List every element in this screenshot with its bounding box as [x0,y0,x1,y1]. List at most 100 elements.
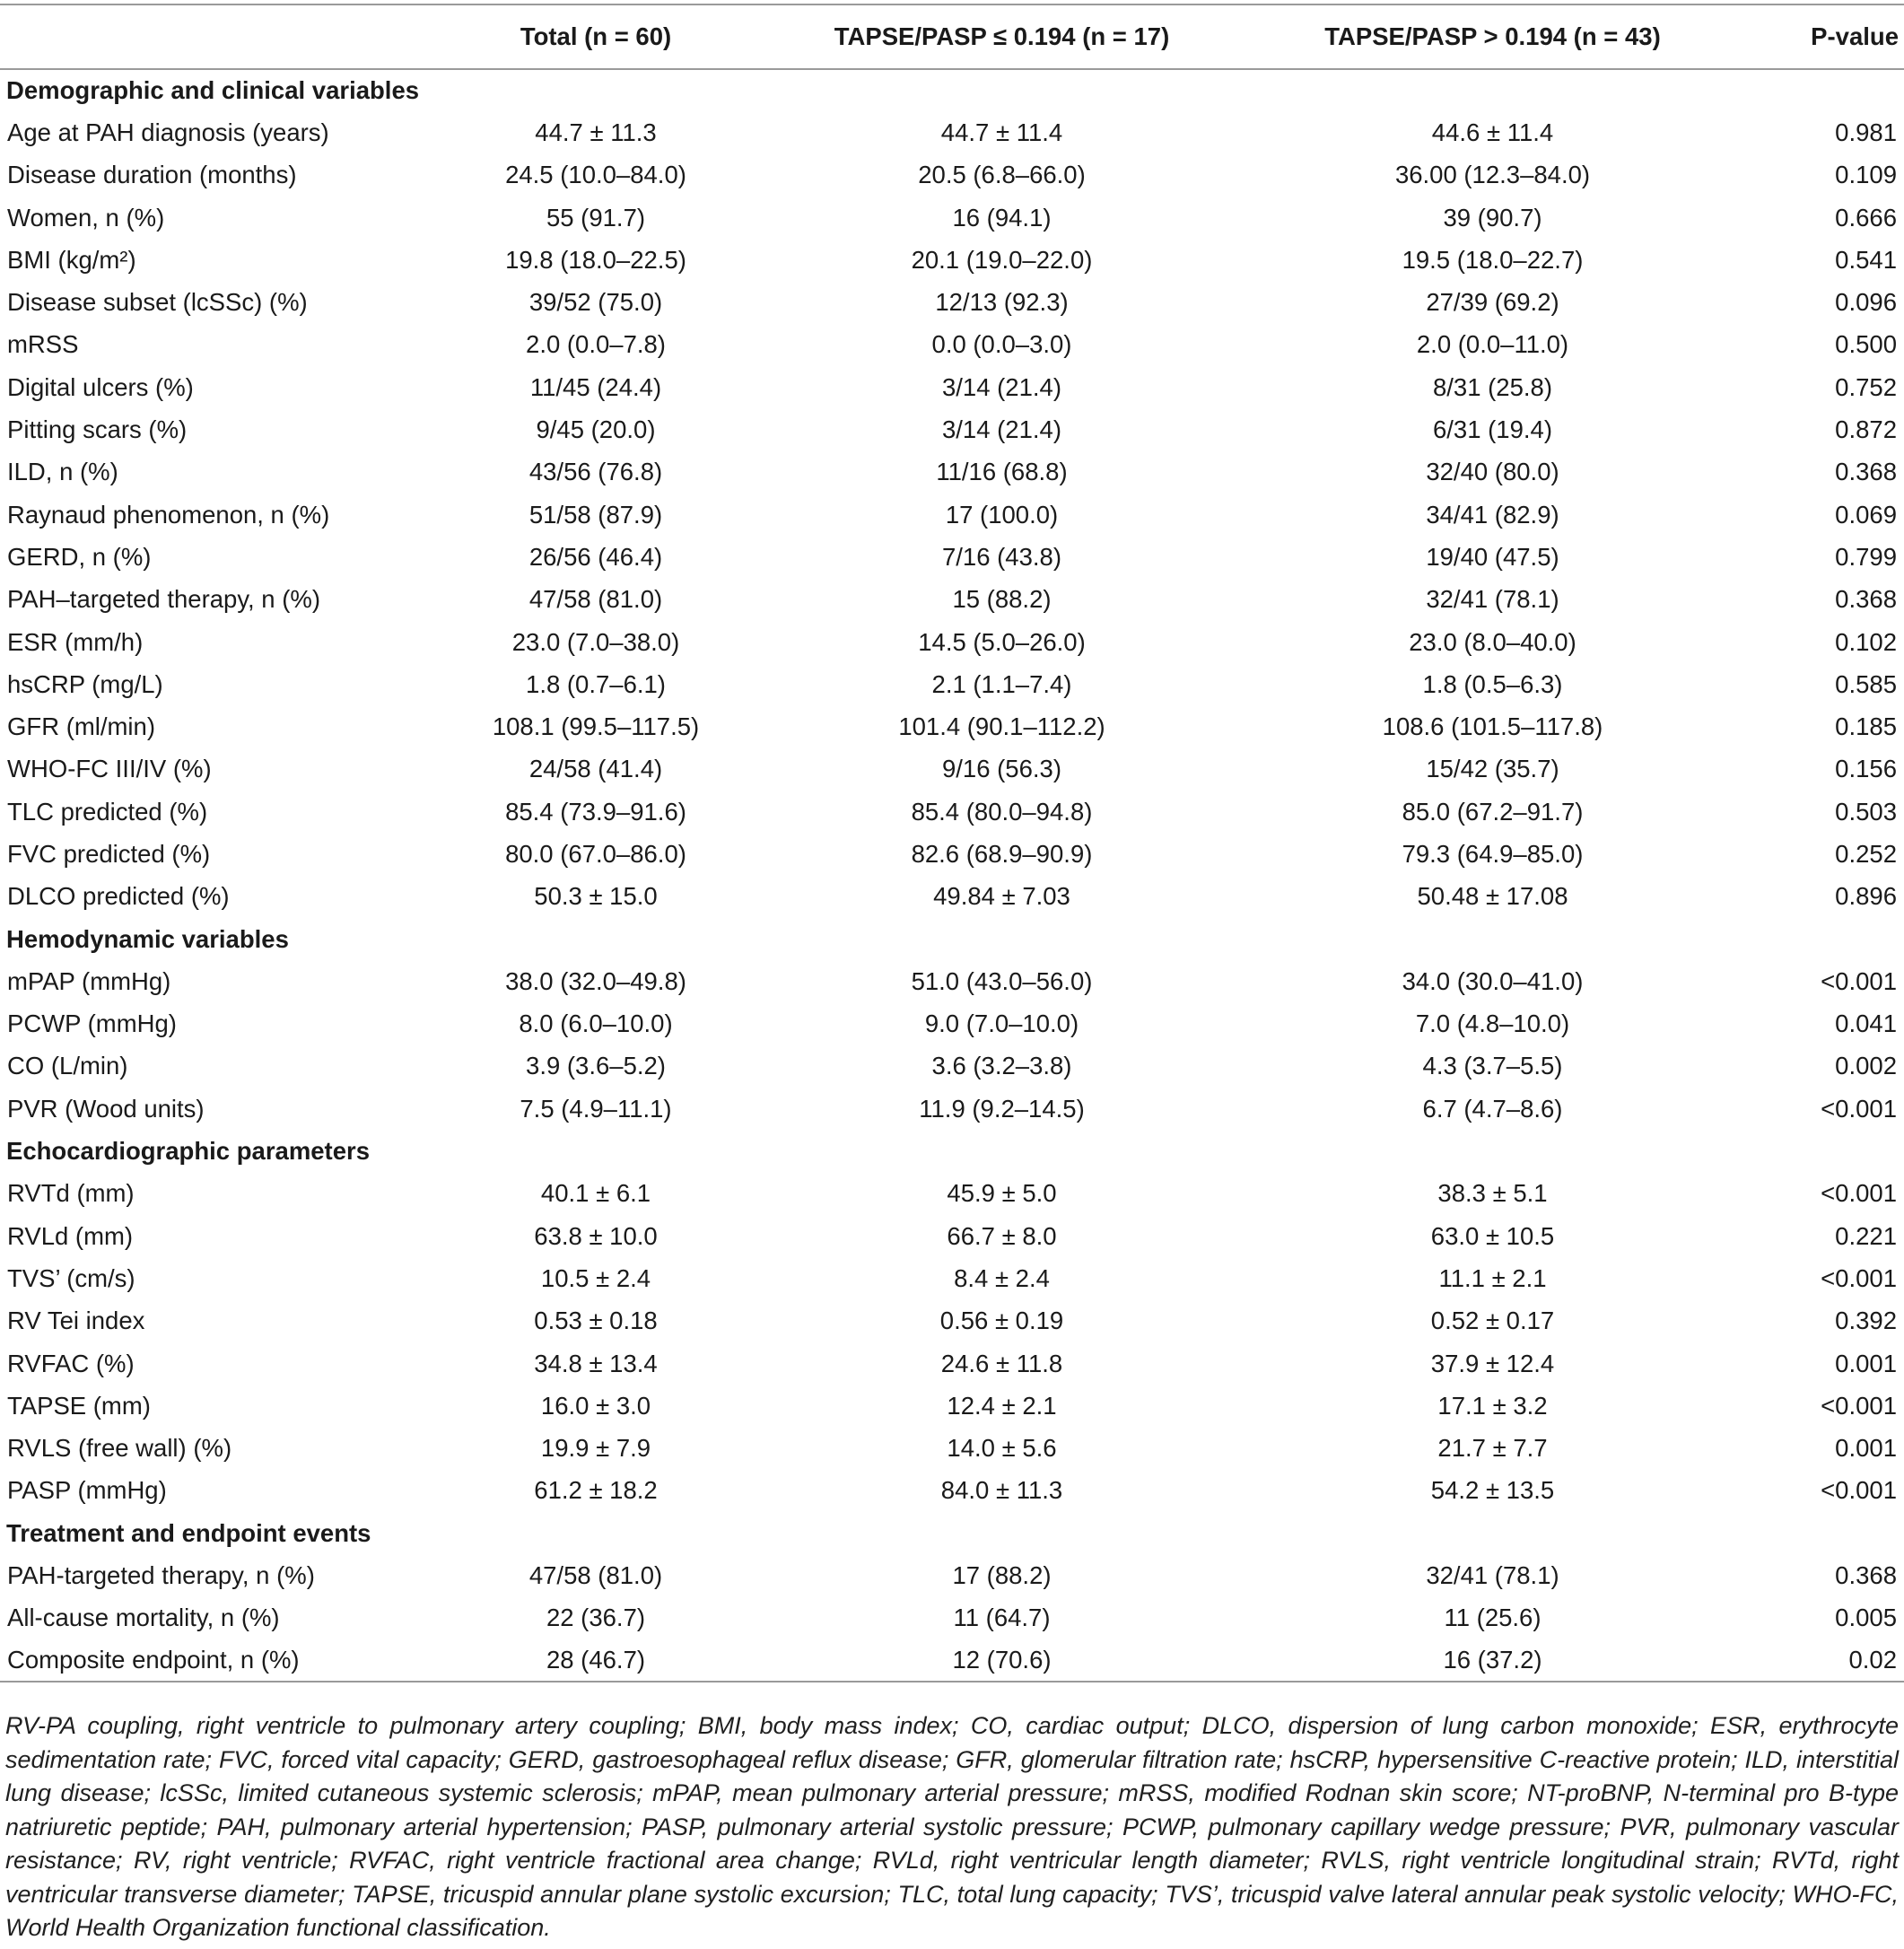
table-row: GFR (ml/min) 108.1 (99.5–117.5) 101.4 (90.… [0,705,1904,747]
cell-low-ratio: 14.0 ± 5.6 [947,1434,1057,1463]
section-title: Echocardiographic parameters [6,1137,371,1166]
cell-high-ratio: 32/41 (78.1) [1426,1561,1559,1590]
row-label: PCWP (mmHg) [7,1009,177,1038]
table-row: BMI (kg/m²) 19.8 (18.0–22.5) 20.1 (19.0–22… [0,239,1904,281]
header-row: Total (n = 60) TAPSE/PASP ≤ 0.194 (n = 1… [0,4,1904,70]
cell-total: 19.9 ± 7.9 [540,1434,651,1463]
cell-total: 39/52 (75.0) [528,288,663,317]
header-high-ratio: TAPSE/PASP > 0.194 (n = 43) [1247,4,1738,70]
cell-total: 16.0 ± 3.0 [540,1391,651,1420]
row-label: Age at PAH diagnosis (years) [7,118,329,146]
row-label: RVTd (mm) [7,1179,135,1208]
cell-low-ratio: 3.6 (3.2–3.8) [931,1052,1072,1080]
row-label: PASP (mmHg) [7,1476,167,1505]
cell-total: 85.4 (73.9–91.6) [505,797,686,826]
table-row: PCWP (mmHg) 8.0 (6.0–10.0) 9.0 (7.0–10.0) 7… [0,1003,1904,1045]
cell-low-ratio: 45.9 ± 5.0 [947,1179,1057,1208]
cell-p-value: 0.001 [1835,1349,1897,1377]
cell-high-ratio: 16 (37.2) [1247,1639,1738,1683]
cell-low-ratio: 101.4 (90.1–112.2) [898,712,1105,741]
cell-low-ratio: 7/16 (43.8) [941,542,1061,571]
table-row: Digital ulcers (%) 11/45 (24.4) 3/14 (21.4… [0,366,1904,408]
cell-high-ratio: 36.00 (12.3–84.0) [1394,161,1591,189]
table-row: Raynaud phenomenon, n (%) 51/58 (87.9) 17 … [0,494,1904,536]
cell-p-value: 0.109 [1835,161,1897,189]
cell-total: 47/58 (81.0) [528,1561,663,1590]
cell-high-ratio: 2.0 (0.0–11.0) [1416,330,1569,359]
cell-p-value: 0.872 [1835,415,1897,444]
cell-total: 44.7 ± 11.3 [535,118,657,146]
table-row: PASP (mmHg) 61.2 ± 18.2 84.0 ± 11.3 54.2 ± … [0,1470,1904,1512]
row-label: Disease subset (lcSSc) (%) [7,288,308,317]
table-row: Women, n (%) 55 (91.7) 16 (94.1) 39 (90.7) 0… [0,197,1904,239]
cell-p-value: 0.585 [1835,669,1897,698]
cell-p-value: 0.541 [1835,245,1897,274]
row-label: CO (L/min) [7,1052,128,1080]
cell-high-ratio: 38.3 ± 5.1 [1437,1179,1548,1208]
cell-high-ratio: 7.0 (4.8–10.0) [1415,1009,1570,1038]
cell-p-value: 0.981 [1835,118,1897,146]
cell-high-ratio: 34.0 (30.0–41.0) [1402,966,1584,995]
row-label: Women, n (%) [7,203,165,232]
row-label: GFR (ml/min) [7,712,155,741]
row-label: TLC predicted (%) [7,797,208,826]
cell-total: 24.5 (10.0–84.0) [505,161,686,189]
cell-p-value: <0.001 [1821,1391,1897,1420]
cell-low-ratio: 85.4 (80.0–94.8) [911,797,1093,826]
table-row: Age at PAH diagnosis (years) 44.7 ± 11.3 4… [0,111,1904,153]
cell-total: 80.0 (67.0–86.0) [505,839,686,868]
header-low-ratio: TAPSE/PASP ≤ 0.194 (n = 17) [756,4,1247,70]
cell-low-ratio: 17 (88.2) [952,1561,1052,1590]
row-label: RVLd (mm) [7,1221,134,1250]
cell-total: 9/45 (20.0) [536,415,656,444]
cell-high-ratio: 15/42 (35.7) [1426,755,1559,783]
cell-p-value: 0.799 [1835,542,1897,571]
cell-high-ratio: 21.7 ± 7.7 [1437,1434,1548,1463]
cell-high-ratio: 1.8 (0.5–6.3) [1422,669,1563,698]
row-label: TVS’ (cm/s) [7,1263,135,1292]
table-row: ESR (mm/h) 23.0 (7.0–38.0) 14.5 (5.0–26.0)… [0,621,1904,663]
cell-low-ratio: 3/14 (21.4) [941,372,1061,401]
cell-low-ratio: 3/14 (21.4) [941,415,1061,444]
row-label: Digital ulcers (%) [7,372,194,401]
cell-low-ratio: 51.0 (43.0–56.0) [911,966,1093,995]
cell-p-value: 0.368 [1835,458,1897,486]
cell-p-value: <0.001 [1821,1476,1897,1505]
table-row: hsCRP (mg/L) 1.8 (0.7–6.1) 2.1 (1.1–7.4) 1.… [0,663,1904,705]
cell-high-ratio: 34/41 (82.9) [1426,500,1559,529]
cell-high-ratio: 85.0 (67.2–91.7) [1402,797,1584,826]
row-label: hsCRP (mg/L) [7,669,163,698]
row-label: Composite endpoint, n (%) [0,1639,435,1683]
cell-low-ratio: 2.1 (1.1–7.4) [931,669,1072,698]
row-label: mRSS [7,330,79,359]
cell-low-ratio: 16 (94.1) [952,203,1052,232]
cell-p-value: <0.001 [1821,1094,1897,1123]
cell-total: 28 (46.7) [435,1639,756,1683]
cell-high-ratio: 4.3 (3.7–5.5) [1422,1052,1563,1080]
cell-total: 40.1 ± 6.1 [540,1179,651,1208]
cell-high-ratio: 32/40 (80.0) [1426,458,1559,486]
cell-high-ratio: 79.3 (64.9–85.0) [1402,839,1584,868]
cell-p-value: 0.752 [1835,372,1897,401]
cell-total: 23.0 (7.0–38.0) [511,627,680,656]
cell-p-value: 0.185 [1835,712,1897,741]
row-label: PAH–targeted therapy, n (%) [7,585,321,614]
cell-low-ratio: 44.7 ± 11.4 [940,118,1063,146]
cell-p-value: 0.221 [1835,1221,1897,1250]
cell-p-value: 0.368 [1835,1561,1897,1590]
row-label: WHO-FC III/IV (%) [7,755,212,783]
row-label: Raynaud phenomenon, n (%) [7,500,330,529]
cell-low-ratio: 24.6 ± 11.8 [940,1349,1063,1377]
cell-high-ratio: 11.1 ± 2.1 [1438,1263,1547,1292]
row-label: All-cause mortality, n (%) [7,1604,280,1632]
cell-low-ratio: 11.9 (9.2–14.5) [919,1094,1085,1123]
table-row: TVS’ (cm/s) 10.5 ± 2.4 8.4 ± 2.4 11.1 ± 2.1… [0,1257,1904,1299]
cell-p-value: 0.02 [1738,1639,1904,1683]
row-label: TAPSE (mm) [7,1391,151,1420]
table-row: PAH-targeted therapy, n (%) 47/58 (81.0) 1… [0,1554,1904,1596]
cell-total: 7.5 (4.9–11.1) [520,1094,672,1123]
cell-p-value: 0.069 [1835,500,1897,529]
table-row: RVTd (mm) 40.1 ± 6.1 45.9 ± 5.0 38.3 ± 5.1 <… [0,1173,1904,1215]
row-label: RV Tei index [7,1307,145,1335]
